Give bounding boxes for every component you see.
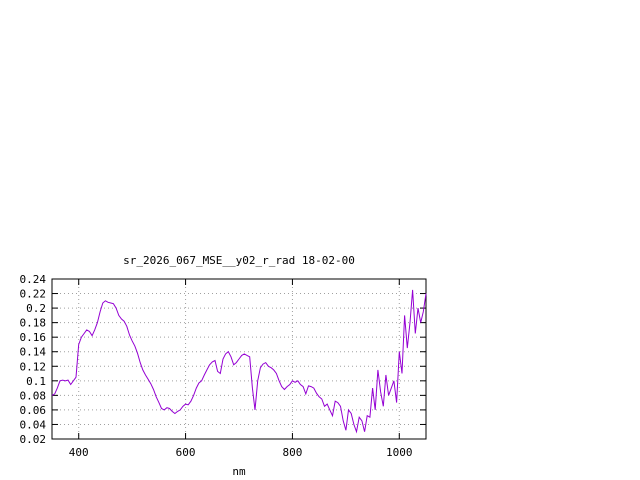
plot-area	[51, 278, 427, 440]
y-tick-label: 0.14	[20, 346, 47, 359]
x-tick-label: 600	[176, 446, 196, 459]
y-tick-label: 0.02	[20, 433, 47, 446]
y-tick-label: 0.24	[20, 273, 47, 286]
x-axis: 400 600 800 1000	[69, 279, 413, 459]
x-axis-label: nm	[232, 465, 246, 478]
y-axis: 0.020.040.060.080.10.120.140.160.180.20.…	[20, 273, 426, 446]
x-tick-label: 800	[282, 446, 302, 459]
y-tick-label: 0.2	[26, 302, 46, 315]
y-tick-label: 0.08	[20, 389, 47, 402]
y-tick-label: 0.1	[26, 375, 46, 388]
y-tick-label: 0.16	[20, 331, 47, 344]
series-line	[51, 289, 427, 434]
chart-title: sr_2026_067_MSE__y02_r_rad 18-02-00	[123, 254, 355, 267]
series-layer	[51, 289, 427, 434]
y-tick-label: 0.12	[20, 360, 47, 373]
x-tick-label: 1000	[386, 446, 413, 459]
y-tick-label: 0.22	[20, 288, 47, 301]
y-tick-label: 0.04	[20, 418, 47, 431]
x-tick-label: 400	[69, 446, 89, 459]
y-tick-label: 0.18	[20, 317, 47, 330]
y-tick-label: 0.06	[20, 404, 47, 417]
